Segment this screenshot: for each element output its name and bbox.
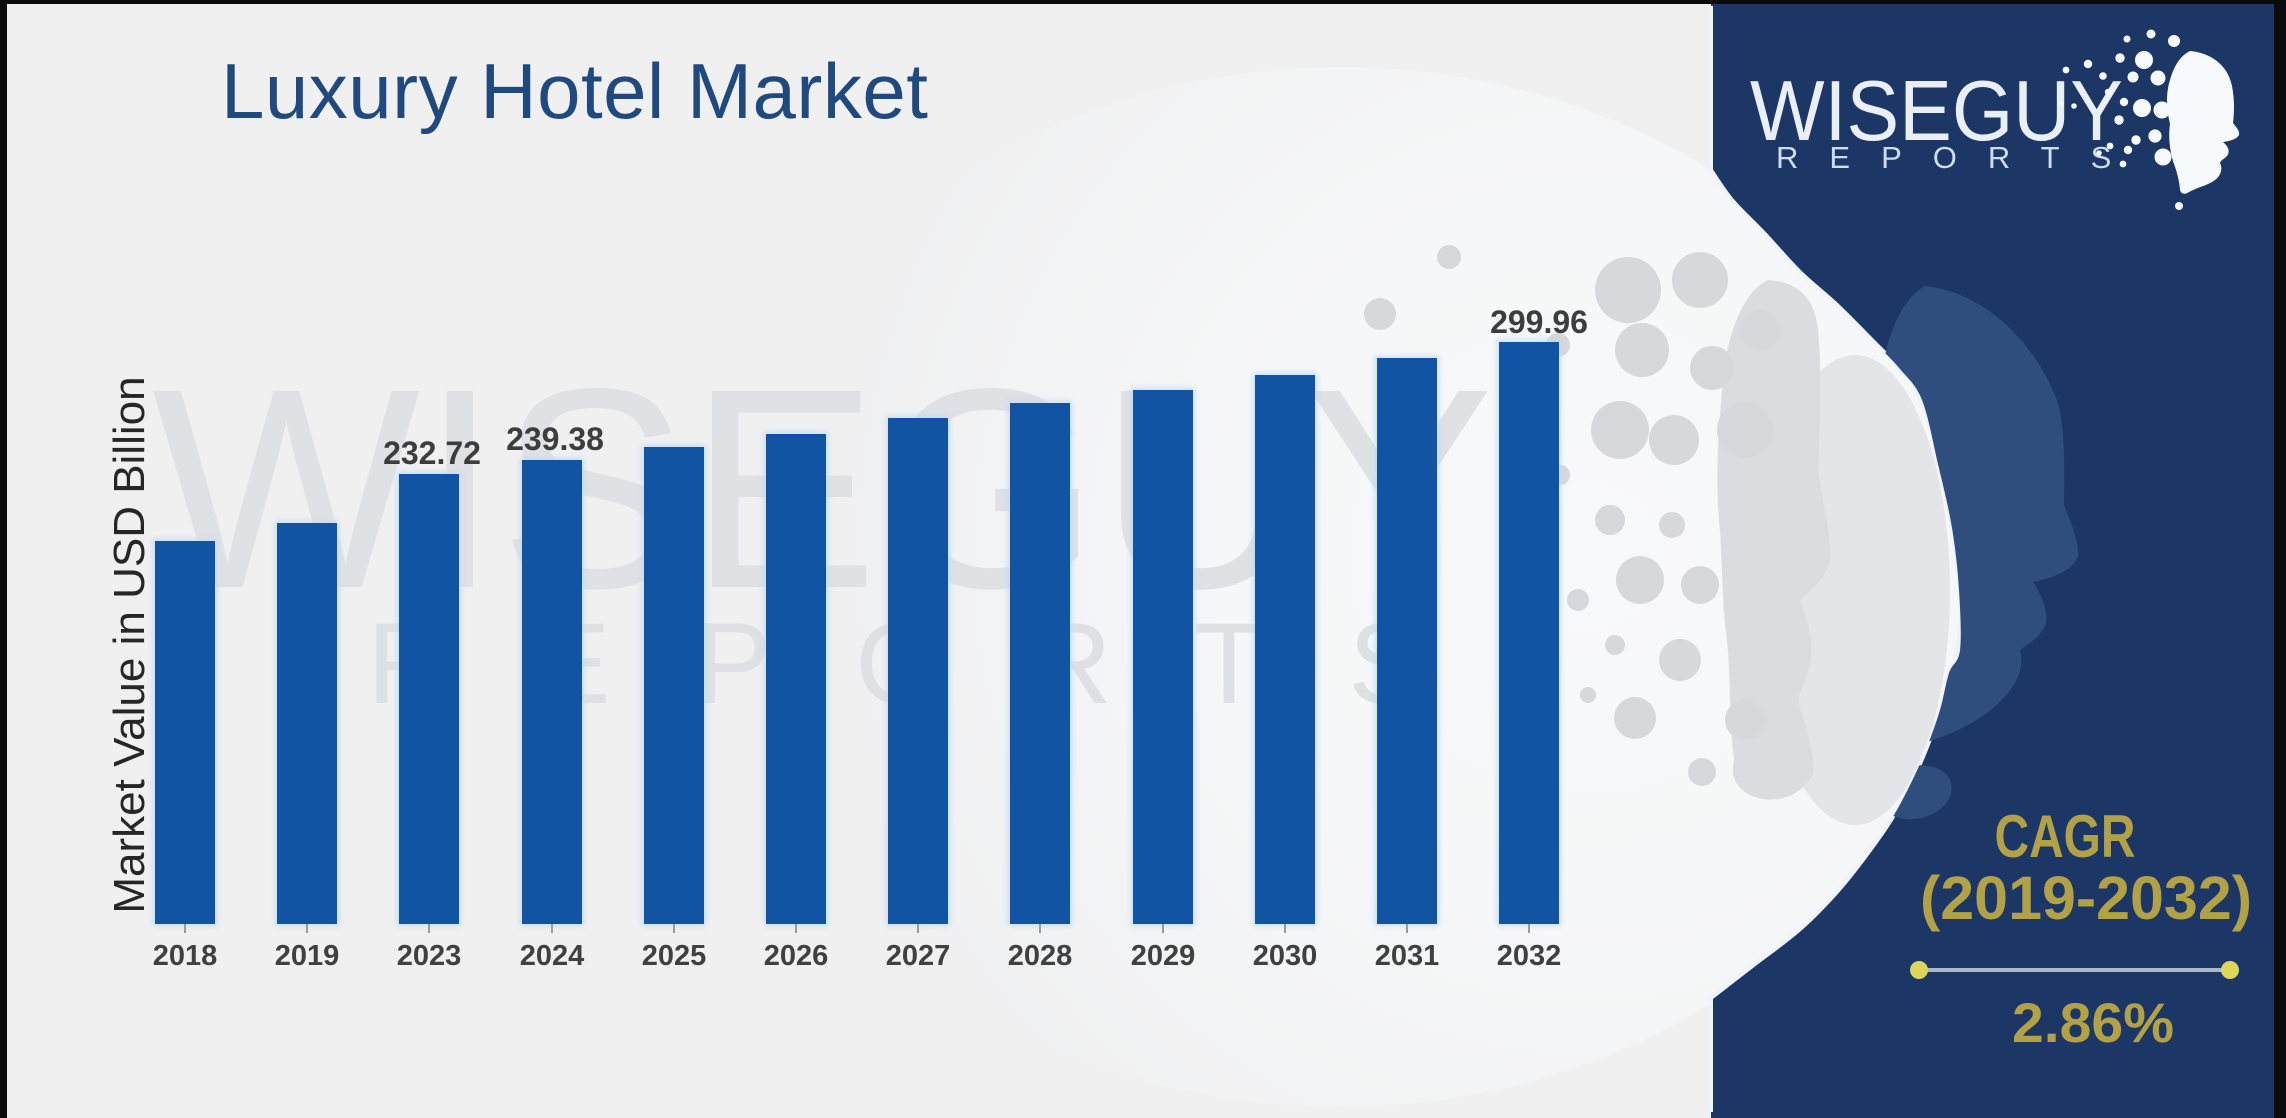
- svg-text:REPORTS: REPORTS: [1776, 140, 2142, 175]
- svg-text:(2019-2032): (2019-2032): [1920, 864, 2252, 932]
- svg-text:WISEGUY: WISEGUY: [1750, 64, 2123, 159]
- svg-text:2.86%: 2.86%: [2012, 991, 2174, 1054]
- svg-text:CAGR: CAGR: [1995, 803, 2136, 870]
